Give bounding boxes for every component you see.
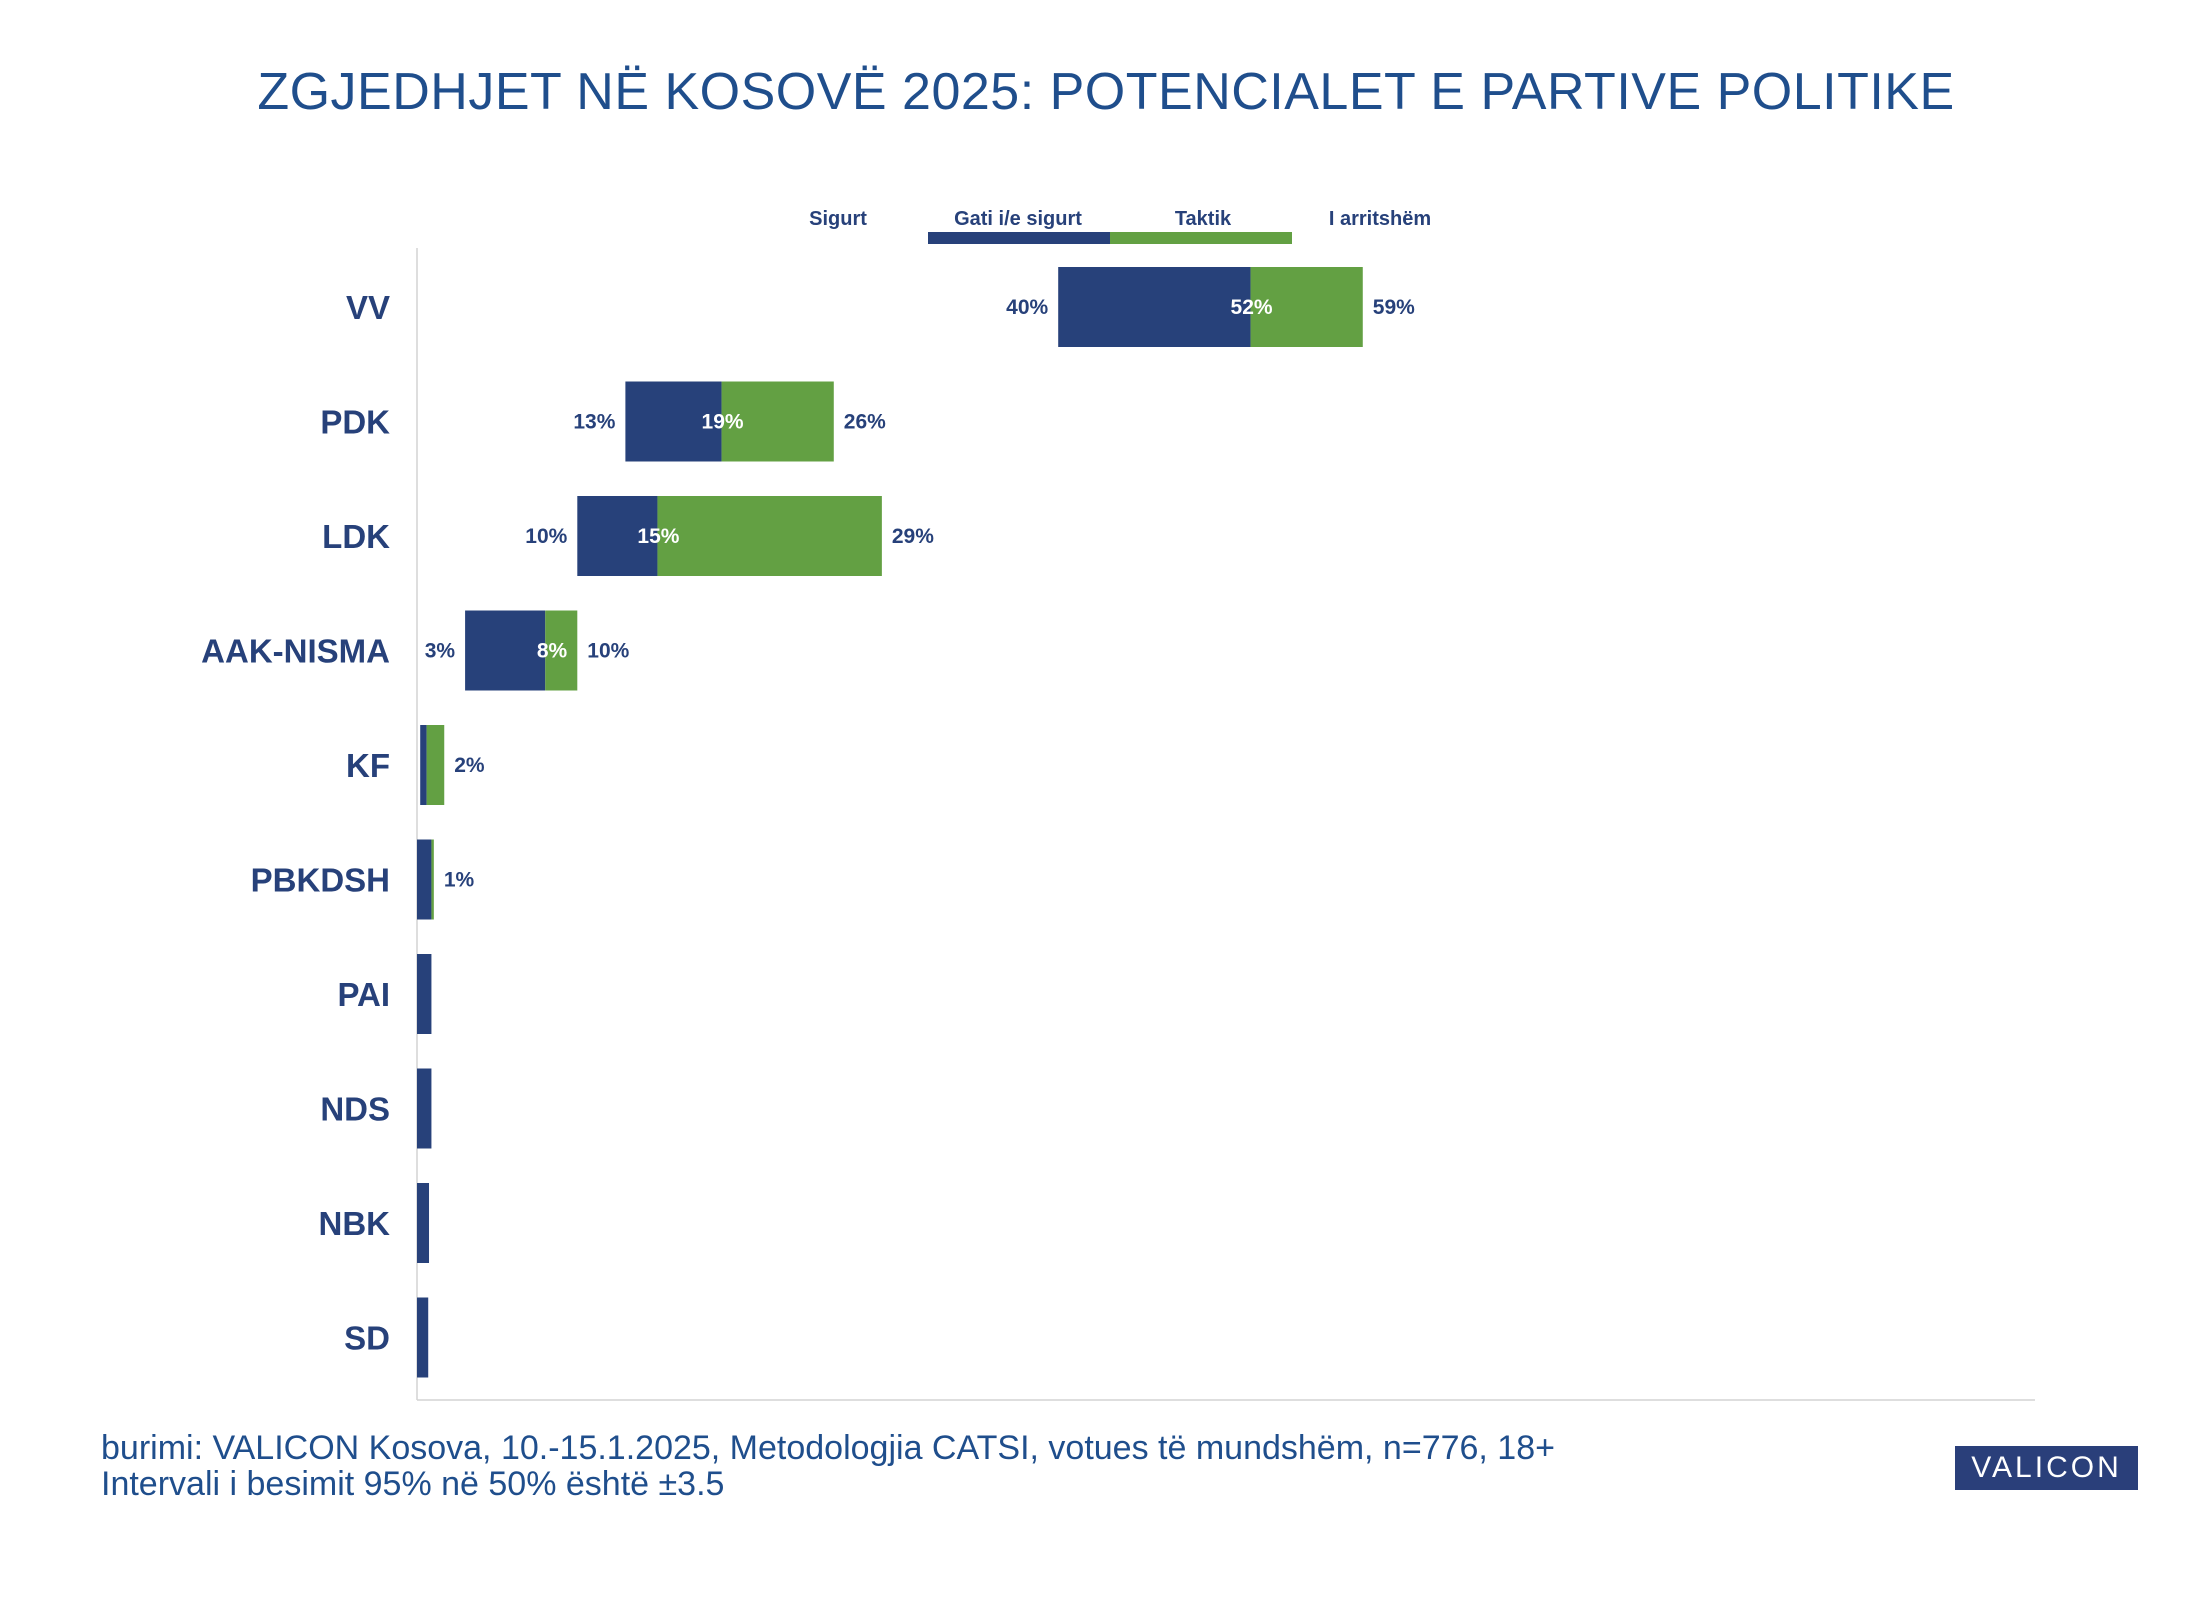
data-label-start-ldk: 10% xyxy=(525,525,567,548)
source-note: burimi: VALICON Kosova, 10.-15.1.2025, M… xyxy=(101,1430,1555,1502)
data-label-mid-aak-nisma: 8% xyxy=(537,640,568,663)
valicon-logo: VALICON xyxy=(1955,1446,2138,1490)
data-label-mid-pdk: 19% xyxy=(702,411,744,434)
category-label-kf: KF xyxy=(346,747,390,784)
legend-swatch-blue xyxy=(928,232,1110,244)
plot-area: VV 40% 52% 59% PDK 13% 19% 26% LDK 10% 15% 29% AAK-N… xyxy=(201,248,2035,1401)
bar-green-pdk xyxy=(721,381,834,462)
category-label-pdk: PDK xyxy=(320,404,390,441)
data-label-mid-vv: 52% xyxy=(1231,296,1273,319)
category-label-nbk: NBK xyxy=(319,1205,391,1242)
data-label-end-vv: 59% xyxy=(1373,296,1415,319)
data-label-start-aak-nisma: 3% xyxy=(425,640,456,663)
bar-green-pbkdsh xyxy=(431,839,434,920)
bar-blue-pdk xyxy=(625,381,722,462)
chart-title: ZGJEDHJET NË KOSOVË 2025: POTENCIALET E … xyxy=(257,63,1955,121)
legend: Sigurt Gati i/e sigurt Taktik I arritshëm xyxy=(809,208,1431,244)
source-line-2: Intervali i besimit 95% në 50% është ±3.… xyxy=(101,1465,725,1503)
category-label-pai: PAI xyxy=(337,976,390,1013)
bar-green-ldk xyxy=(657,496,882,576)
category-label-aak-nisma: AAK-NISMA xyxy=(201,633,390,670)
data-label-mid-ldk: 15% xyxy=(637,525,679,548)
legend-label-4: I arritshëm xyxy=(1329,208,1431,230)
category-label-nds: NDS xyxy=(320,1091,390,1128)
data-label-end-pbkdsh: 1% xyxy=(444,869,475,892)
legend-swatch-green xyxy=(1110,232,1292,244)
legend-label-3: Taktik xyxy=(1175,208,1232,230)
bar-green-aak-nisma xyxy=(545,610,578,691)
data-label-end-aak-nisma: 10% xyxy=(587,640,629,663)
source-line-1: burimi: VALICON Kosova, 10.-15.1.2025, M… xyxy=(101,1429,1555,1467)
data-label-start-pdk: 13% xyxy=(573,411,615,434)
bar-blue-vv xyxy=(1058,267,1251,347)
bar-blue-aak-nisma xyxy=(465,610,546,691)
bar-blue-sd xyxy=(417,1297,429,1378)
bar-blue-ldk xyxy=(577,496,658,576)
bar-blue-kf xyxy=(420,725,427,805)
data-label-end-pdk: 26% xyxy=(844,411,886,434)
bar-blue-pai xyxy=(417,954,432,1034)
legend-label-2: Gati i/e sigurt xyxy=(954,208,1082,230)
bar-blue-nbk xyxy=(417,1183,430,1263)
category-label-sd: SD xyxy=(344,1320,390,1357)
bar-blue-nds xyxy=(417,1068,432,1149)
category-label-ldk: LDK xyxy=(322,518,390,555)
category-label-pbkdsh: PBKDSH xyxy=(251,862,390,899)
data-label-start-vv: 40% xyxy=(1006,296,1048,319)
data-label-end-kf: 2% xyxy=(454,754,485,777)
legend-label-1: Sigurt xyxy=(809,208,867,230)
data-label-end-ldk: 29% xyxy=(892,525,934,548)
bar-blue-pbkdsh xyxy=(417,839,432,920)
bar-green-vv xyxy=(1250,267,1363,347)
bar-green-kf xyxy=(426,725,445,805)
category-label-vv: VV xyxy=(346,289,390,326)
